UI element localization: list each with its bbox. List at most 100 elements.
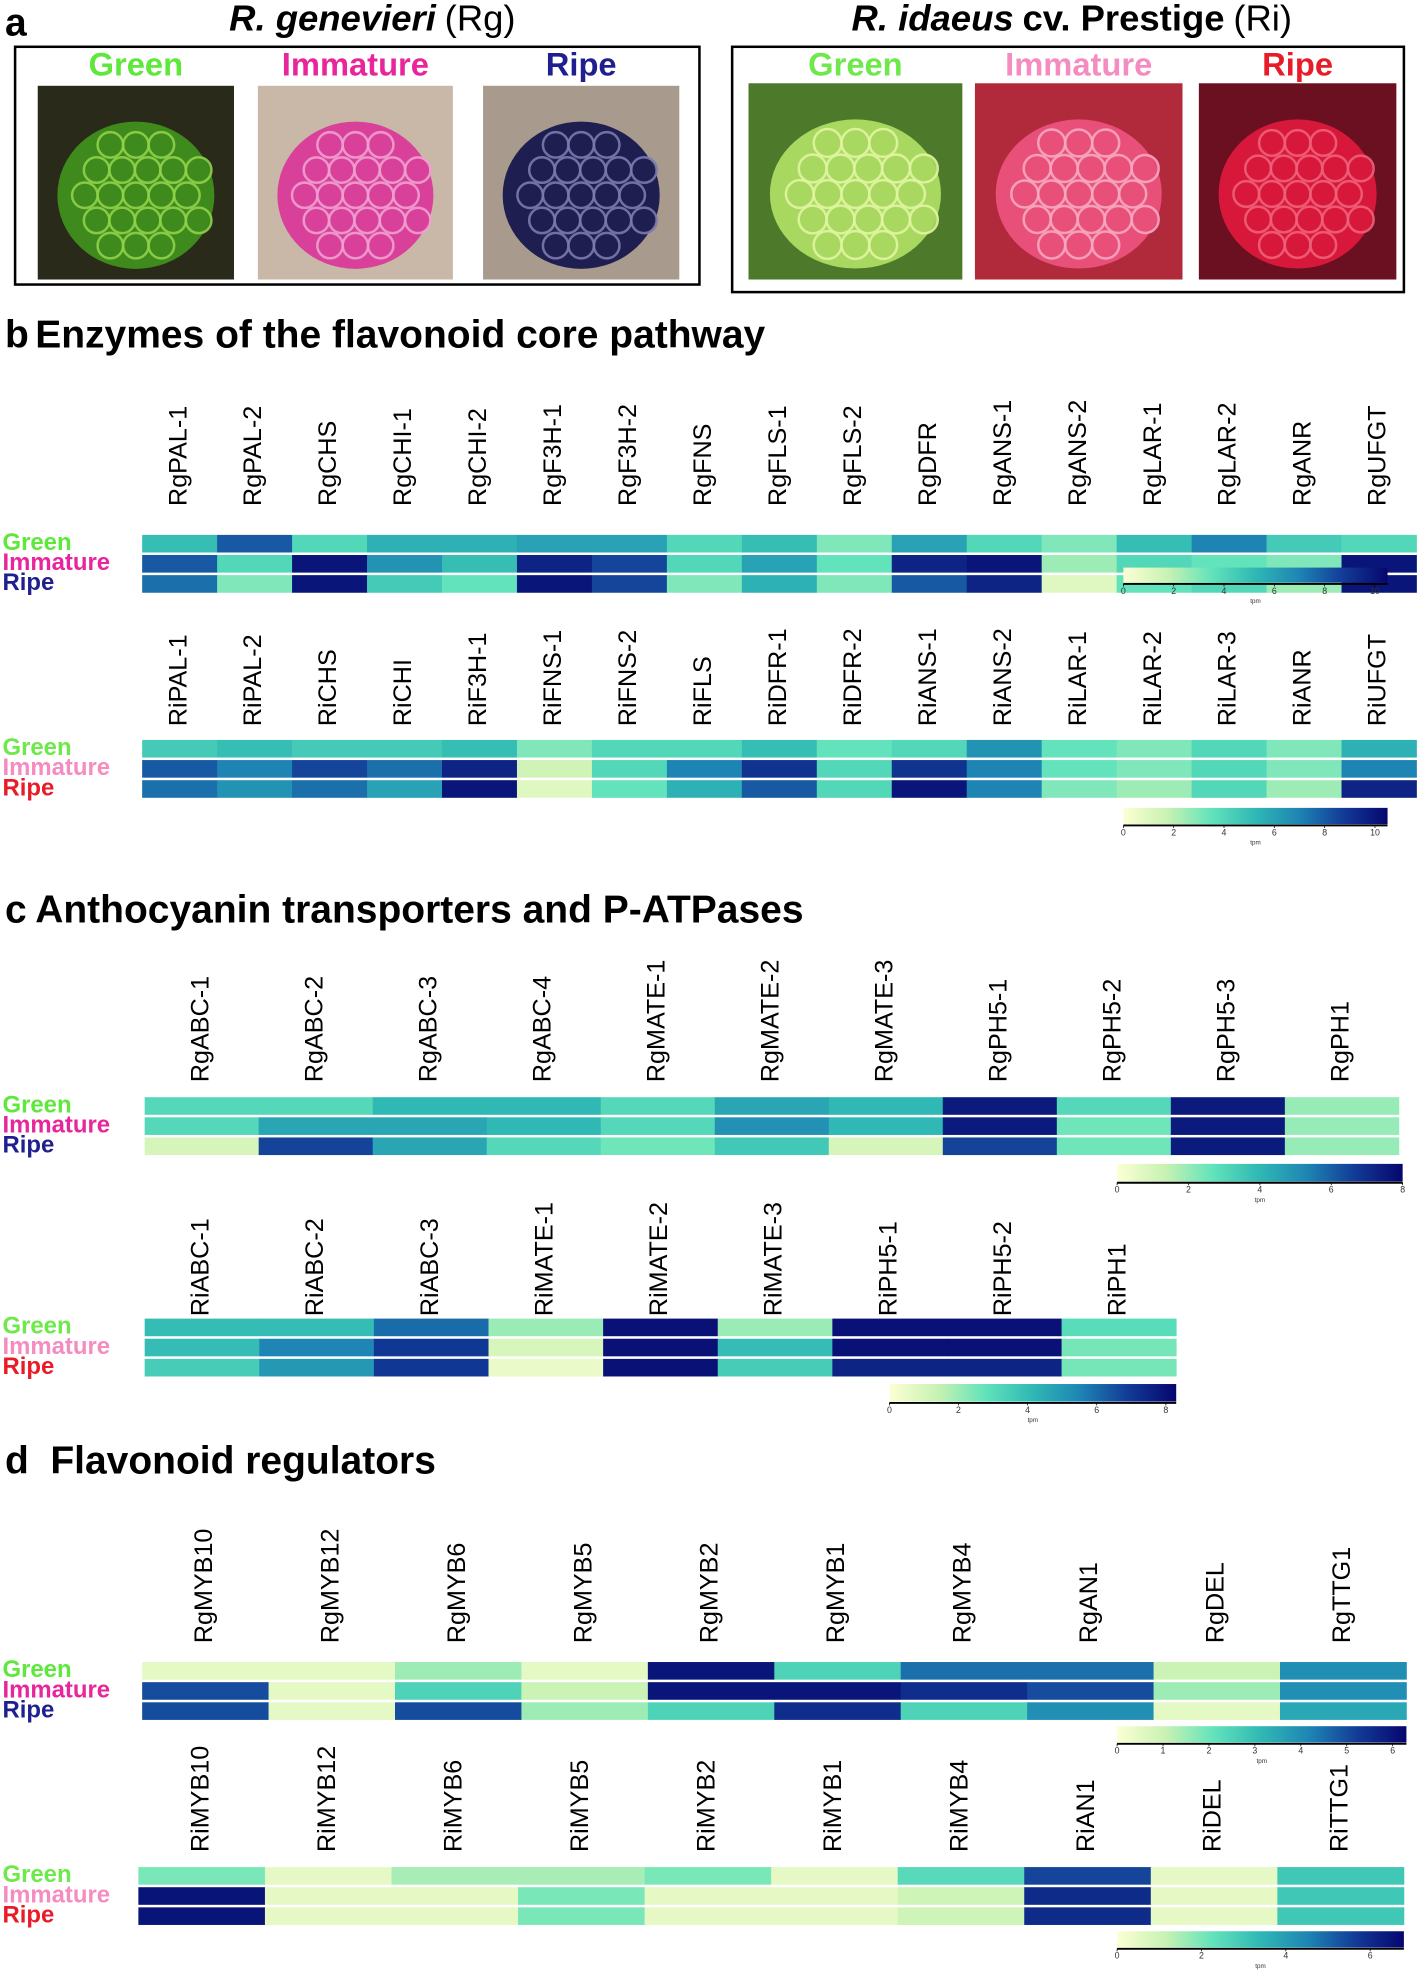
colorbar-tick-label: 6 (1329, 1185, 1334, 1195)
gene-label: RiABC-1 (187, 1218, 215, 1316)
drupelet (302, 206, 331, 235)
heatmap-cell (292, 534, 368, 553)
row-label: Immature (3, 1111, 111, 1138)
heatmap-cell (1041, 739, 1118, 758)
gene-label: RiLAR-2 (1139, 631, 1167, 726)
drupelet (553, 206, 582, 235)
species: R. genevieri (229, 0, 437, 38)
drupelet (1309, 179, 1338, 209)
colorbar-label: tpm (1255, 1197, 1265, 1204)
gene-label: RiABC-2 (301, 1218, 329, 1316)
gene-label: RiLAR-3 (1214, 631, 1242, 726)
row-label: Ripe (3, 1696, 55, 1723)
heatmap-cell (816, 534, 893, 553)
drupelet (353, 156, 382, 184)
drupelet (82, 206, 111, 235)
heatmap-cell (373, 1338, 489, 1357)
heatmap-cell (891, 739, 968, 758)
heatmap-cell (372, 1137, 488, 1156)
drupelet (327, 156, 356, 184)
group-box (13, 45, 701, 286)
species: R. idaeus (852, 0, 1014, 38)
gene-label: RiDFR-1 (764, 628, 792, 726)
heatmap-cell (600, 1117, 716, 1135)
heatmap-cell (832, 1338, 948, 1357)
row-label: Immature (3, 754, 111, 781)
heatmap-cell (666, 555, 743, 573)
drupelet (378, 156, 407, 184)
drupelet (1283, 128, 1312, 158)
heatmap-cell (741, 555, 818, 573)
drupelet (541, 231, 570, 260)
heatmap-cell (600, 1137, 716, 1156)
gene-label: RgDFR (914, 422, 942, 506)
heatmap-cell (486, 1137, 602, 1156)
heatmap-cell (591, 575, 668, 593)
drupelet (108, 156, 137, 185)
colorbar-tick-label: 8 (1163, 1405, 1168, 1415)
stage-label: Green (808, 46, 902, 83)
heatmap-cell (1191, 739, 1267, 758)
heatmap-cell (1116, 534, 1192, 553)
heatmap-cell (900, 1682, 1028, 1700)
panel-letter: a (5, 2, 27, 45)
drupelet (316, 181, 344, 210)
drupelet (1090, 179, 1121, 209)
heatmap-cell (828, 1137, 944, 1156)
gene-label: RiANS-1 (914, 628, 942, 726)
heatmap-cell (1341, 739, 1417, 758)
heatmap-cell (292, 760, 368, 778)
stage-label: Immature (282, 46, 429, 83)
heatmap-cell (441, 760, 518, 778)
heatmap-cell (367, 760, 443, 778)
gene-label: RgCHI-2 (464, 408, 492, 506)
heatmap-cell (258, 1097, 374, 1115)
colorbar-tick-label: 6 (1272, 586, 1277, 596)
gene-label: RiUFGT (1364, 634, 1392, 726)
gene-label: RiMATE-3 (760, 1202, 788, 1316)
heatmap-cell (259, 1358, 375, 1377)
gene-label: RiMYB4 (946, 1760, 974, 1852)
stage-label: Ripe (546, 46, 617, 83)
heatmap-cell (714, 1137, 830, 1156)
gene-label: RiMYB5 (566, 1760, 594, 1852)
drupelet (353, 206, 382, 235)
gene-label: RiMATE-2 (645, 1202, 673, 1316)
heatmap-cell (259, 1338, 375, 1357)
heatmap-cell (946, 1318, 1062, 1337)
heatmap-cell (900, 1702, 1028, 1720)
heatmap-cell (1191, 534, 1267, 553)
drupelet (825, 153, 856, 184)
drupelet (1090, 128, 1121, 158)
colorbar-tick-label: 4 (1025, 1405, 1030, 1415)
heatmap-cell (395, 1662, 522, 1680)
drupelet (629, 156, 658, 185)
heatmap-cell (832, 1358, 948, 1377)
drupelet (1130, 204, 1160, 235)
heatmap-cell (714, 1097, 830, 1115)
gene-label: RgPH5-1 (984, 979, 1012, 1082)
heatmap-cell (488, 1358, 604, 1377)
heatmap-cell (741, 575, 818, 593)
heatmap-cell (516, 555, 593, 573)
heatmap-cell (603, 1338, 719, 1357)
heatmap-cell (1266, 780, 1342, 798)
colorbar-label: tpm (1250, 598, 1260, 605)
gene-label: RgPH5-3 (1212, 979, 1240, 1082)
heatmap-cell (774, 1702, 902, 1720)
colorbar-tick-label: 6 (1094, 1405, 1099, 1415)
gene-label: RiLAR-1 (1064, 631, 1092, 726)
heatmap-cell (1191, 780, 1267, 798)
drupelet (629, 206, 658, 235)
heatmap-cell (1150, 1907, 1278, 1925)
row-label: Ripe (3, 569, 55, 596)
drupelet (184, 206, 213, 235)
heatmap-cell (832, 1318, 948, 1337)
drupelet (604, 206, 633, 235)
drupelet (403, 156, 432, 184)
colorbar-tick-label: 2 (956, 1405, 961, 1415)
drupelet (1244, 154, 1273, 183)
drupelet (840, 127, 871, 159)
drupelet (159, 206, 188, 235)
drupelet (908, 204, 940, 235)
